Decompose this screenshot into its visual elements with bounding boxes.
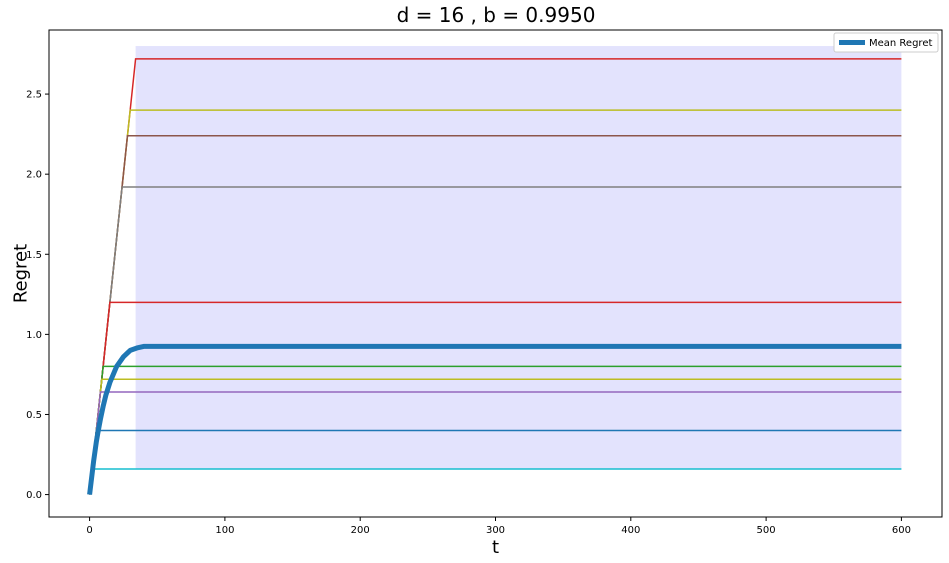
plot-area [87,46,902,495]
y-axis-label: Regret [10,244,31,303]
y-tick-label-2: 1.0 [26,330,42,341]
y-tick-label-4: 2.0 [26,170,42,181]
mean-regret-line [87,343,902,495]
confidence-band [135,46,902,469]
x-tick-label-100: 100 [215,525,234,536]
x-tick-label-200: 200 [351,525,370,536]
y-tick-label-3: 1.5 [26,250,42,261]
chart-title: d = 16 , b = 0.9950 [397,3,596,27]
x-tick-label-300: 300 [486,525,505,536]
y-tick-label-1: 0.5 [26,410,42,421]
x-tick-label-400: 400 [621,525,640,536]
y-tick-label-5: 2.5 [26,90,42,101]
x-tick-label-600: 600 [892,525,911,536]
axis-ticks: 0 100 200 300 400 500 600 0.0 0.5 1.0 1.5 2.0 2.5 [26,90,911,536]
y-tick-label-0: 0.0 [26,490,42,501]
legend-box [833,32,939,53]
legend-label-mean-regret: Mean Regret [869,38,932,49]
x-axis-label: t [492,537,499,558]
x-tick-label-0: 0 [86,525,92,536]
x-tick-label-500: 500 [757,525,776,536]
legend: Mean Regret [833,32,939,53]
